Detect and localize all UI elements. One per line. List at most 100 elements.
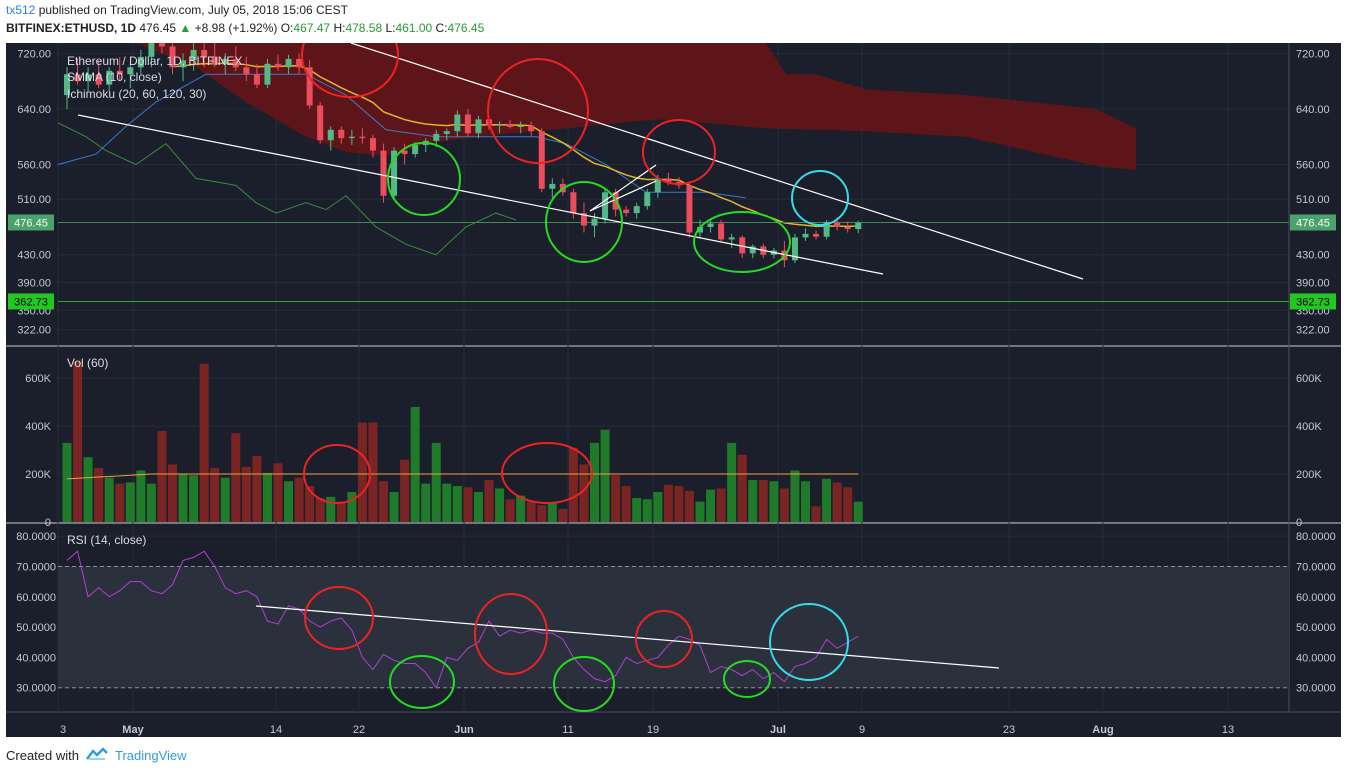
price-tick-left: 390.00 xyxy=(17,278,51,290)
volume-bar xyxy=(801,481,810,522)
volume-bar xyxy=(463,487,473,522)
volume-bar xyxy=(526,501,536,522)
candle-body xyxy=(844,226,851,230)
price-change: +8.98 (+1.92%) xyxy=(194,21,278,35)
candle-body xyxy=(665,178,672,182)
low-value: 461.00 xyxy=(395,21,433,35)
volume-bar xyxy=(695,501,705,522)
red-circle xyxy=(474,593,548,675)
green-circle xyxy=(723,660,771,698)
low-label: L: xyxy=(385,21,396,35)
last-price: 476.45 xyxy=(139,21,177,35)
price-tick-right: 720.00 xyxy=(1296,48,1330,60)
ichimoku-lagging-line xyxy=(57,122,517,256)
volume-tick-right: 600K xyxy=(1296,373,1322,385)
time-tick-label: Aug xyxy=(1092,724,1113,736)
green-circle xyxy=(389,655,455,709)
candle-body xyxy=(834,222,841,227)
volume-pane-title: Vol (60) xyxy=(67,356,108,370)
candle-body xyxy=(823,222,830,237)
volume-bar xyxy=(305,486,315,522)
volume-bar xyxy=(231,433,241,522)
candle-body xyxy=(85,74,92,82)
candle-body xyxy=(549,183,556,189)
price-upper-trendline xyxy=(350,42,1084,280)
candle-body xyxy=(749,246,756,254)
volume-bar xyxy=(758,480,768,522)
volume-bar xyxy=(220,477,230,522)
volume-tick-left: 400K xyxy=(25,421,51,433)
created-with-text: Created with xyxy=(6,748,79,763)
volume-bar xyxy=(600,429,610,522)
candle-body xyxy=(106,70,113,85)
rsi-tick-left: 70.0000 xyxy=(16,561,56,573)
candle-body xyxy=(338,129,345,139)
candle-body xyxy=(232,58,239,68)
volume-bar xyxy=(136,470,146,522)
volume-tick-right: 200K xyxy=(1296,469,1322,481)
volume-bar xyxy=(94,468,104,522)
volume-bar xyxy=(568,447,578,522)
rsi-tick-right: 30.0000 xyxy=(1296,683,1336,695)
volume-bar xyxy=(843,487,853,522)
candle-body xyxy=(707,223,714,227)
candle-body xyxy=(158,36,165,47)
rsi-line xyxy=(66,550,859,689)
volume-bar xyxy=(389,492,399,522)
chart-svg[interactable]: 720.00 720.00 640.00 640.00 560.00 560.00 510.… xyxy=(6,12,1341,737)
current-price-tag-left-bg xyxy=(8,214,54,231)
volume-bar xyxy=(368,422,378,522)
username-link[interactable]: tx512 xyxy=(6,3,36,17)
chart-area[interactable]: 720.00 720.00 640.00 640.00 560.00 560.00 510.… xyxy=(6,12,1341,737)
green-circle xyxy=(387,142,461,216)
high-value: 478.58 xyxy=(345,21,383,35)
tradingview-link[interactable]: TradingView xyxy=(114,748,187,763)
volume-bar xyxy=(663,484,673,522)
open-value: 467.47 xyxy=(293,21,331,35)
candle-body xyxy=(190,49,197,61)
volume-bar xyxy=(484,480,494,522)
candle-body xyxy=(296,58,303,68)
green-circle xyxy=(693,211,791,273)
candle-body xyxy=(401,150,408,155)
candle-body xyxy=(813,233,820,237)
volume-bar xyxy=(727,442,737,522)
red-circle xyxy=(642,119,716,185)
candle-body xyxy=(791,237,798,261)
volume-bar xyxy=(473,492,483,522)
volume-bar xyxy=(421,483,431,522)
candle-body xyxy=(201,49,208,57)
volume-bar xyxy=(73,361,83,522)
volume-tick-left: 0 xyxy=(45,517,51,529)
candle-body xyxy=(739,237,746,254)
volume-bar xyxy=(326,496,336,522)
rsi-tick-right: 60.0000 xyxy=(1296,592,1336,604)
current-price-tag-right: 476.45 xyxy=(1296,217,1330,229)
close-value: 476.45 xyxy=(447,21,485,35)
cyan-circle xyxy=(769,603,849,681)
volume-bar xyxy=(62,442,72,522)
red-circle xyxy=(487,58,589,164)
price-tick-left: 640.00 xyxy=(17,104,51,116)
tradingview-logo-icon[interactable] xyxy=(85,747,109,764)
candle-body xyxy=(222,58,229,64)
volume-bar xyxy=(769,481,779,522)
candle-body xyxy=(528,125,535,132)
time-tick-label: 3 xyxy=(60,724,66,736)
volume-bar xyxy=(357,422,367,522)
rsi-tick-left: 60.0000 xyxy=(16,592,56,604)
candle-body xyxy=(359,136,366,139)
volume-ma-line xyxy=(66,473,859,480)
volume-bar xyxy=(537,505,547,522)
volume-bar xyxy=(379,481,388,522)
candle-body xyxy=(464,114,471,134)
open-label: O: xyxy=(280,21,294,35)
volume-bar xyxy=(431,442,441,522)
time-tick-label: 14 xyxy=(270,724,282,736)
candle-body xyxy=(496,124,503,126)
candle-body xyxy=(253,74,260,85)
rsi-tick-right: 40.0000 xyxy=(1296,652,1336,664)
volume-bar xyxy=(653,492,663,522)
volume-bar xyxy=(579,464,589,522)
candle-body xyxy=(718,223,725,240)
